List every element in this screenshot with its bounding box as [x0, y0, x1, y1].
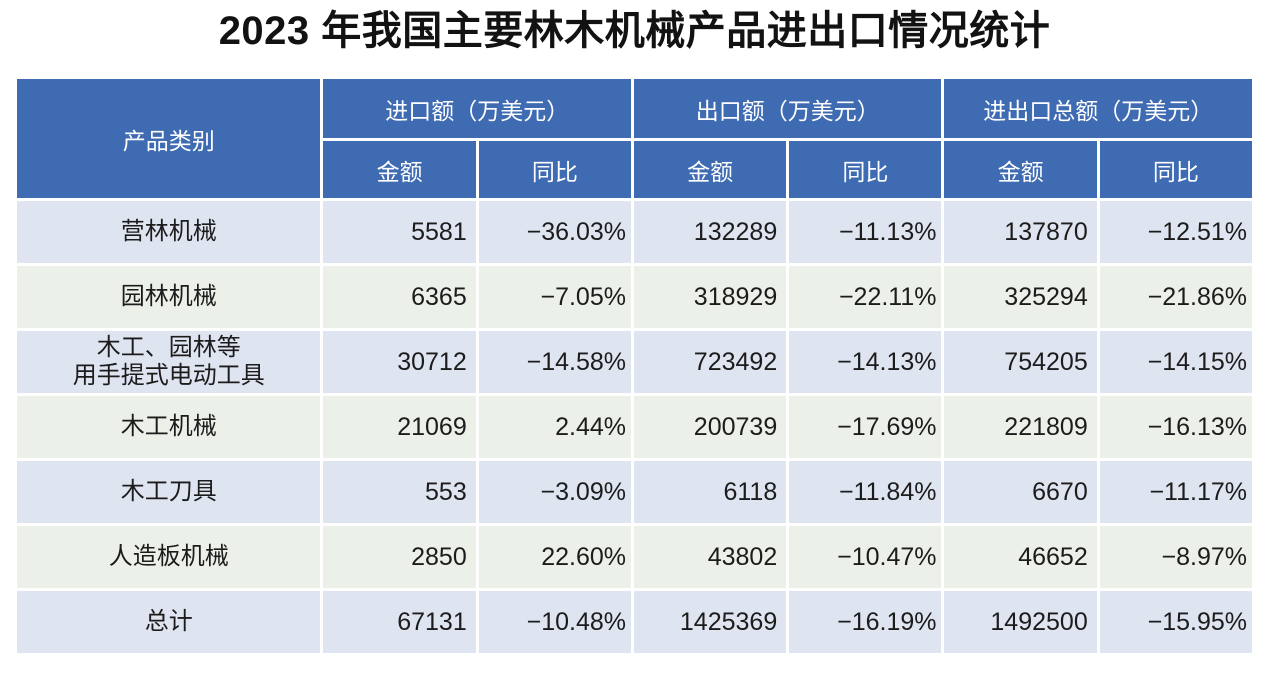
cell-export-yoy: −10.47%: [786, 523, 945, 591]
subheader-total-yoy: 同比: [1096, 138, 1256, 201]
cell-total-yoy: −16.13%: [1096, 393, 1256, 461]
table-row: 木工刀具 553 −3.09% 6118 −11.84% 6670 −11.17…: [13, 458, 1256, 526]
cell-total-yoy: −14.15%: [1096, 328, 1256, 396]
cell-export-amount: 6118: [630, 458, 790, 526]
cell-export-yoy: −14.13%: [786, 328, 945, 396]
subheader-export-yoy: 同比: [786, 138, 945, 201]
cell-import-amount: 30712: [320, 328, 479, 396]
cell-total-amount: 46652: [941, 523, 1100, 591]
cell-total-yoy: −21.86%: [1096, 263, 1256, 331]
cell-import-yoy: −14.58%: [475, 328, 634, 396]
cell-total-yoy: −12.51%: [1096, 198, 1256, 266]
cell-export-amount: 1425369: [630, 588, 790, 656]
table-row: 营林机械 5581 −36.03% 132289 −11.13% 137870 …: [13, 198, 1256, 266]
cell-import-amount: 67131: [320, 588, 479, 656]
cell-import-amount: 5581: [320, 198, 479, 266]
subheader-export-amount: 金额: [630, 138, 790, 201]
cell-product: 园林机械: [13, 263, 324, 331]
cell-export-yoy: −17.69%: [786, 393, 945, 461]
cell-total-amount: 221809: [941, 393, 1100, 461]
cell-product: 木工、园林等 用手提式电动工具: [13, 328, 324, 396]
cell-import-amount: 2850: [320, 523, 479, 591]
cell-import-yoy: 2.44%: [475, 393, 634, 461]
cell-export-amount: 200739: [630, 393, 790, 461]
cell-total-yoy: −11.17%: [1096, 458, 1256, 526]
cell-product: 人造板机械: [13, 523, 324, 591]
cell-product: 总计: [13, 588, 324, 656]
subheader-import-yoy: 同比: [475, 138, 634, 201]
cell-import-amount: 21069: [320, 393, 479, 461]
cell-export-amount: 318929: [630, 263, 790, 331]
cell-product: 木工机械: [13, 393, 324, 461]
cell-export-yoy: −22.11%: [786, 263, 945, 331]
table-row: 人造板机械 2850 22.60% 43802 −10.47% 46652 −8…: [13, 523, 1256, 591]
cell-total-amount: 137870: [941, 198, 1100, 266]
cell-total-yoy: −15.95%: [1096, 588, 1256, 656]
cell-import-amount: 6365: [320, 263, 479, 331]
import-export-table: 产品类别 进口额（万美元） 出口额（万美元） 进出口总额（万美元） 金额 同比 …: [13, 76, 1256, 656]
cell-import-amount: 553: [320, 458, 479, 526]
cell-total-amount: 754205: [941, 328, 1100, 396]
cell-export-yoy: −11.13%: [786, 198, 945, 266]
table-row: 木工机械 21069 2.44% 200739 −17.69% 221809 −…: [13, 393, 1256, 461]
table-row-total: 总计 67131 −10.48% 1425369 −16.19% 1492500…: [13, 588, 1256, 656]
subheader-total-amount: 金额: [941, 138, 1100, 201]
col-group-import: 进口额（万美元）: [320, 76, 634, 141]
cell-import-yoy: −3.09%: [475, 458, 634, 526]
col-group-export: 出口额（万美元）: [630, 76, 945, 141]
page-title: 2023 年我国主要林木机械产品进出口情况统计: [218, 9, 1051, 53]
cell-import-yoy: −7.05%: [475, 263, 634, 331]
cell-total-amount: 6670: [941, 458, 1100, 526]
table-row: 木工、园林等 用手提式电动工具 30712 −14.58% 723492 −14…: [13, 328, 1256, 396]
cell-total-amount: 1492500: [941, 588, 1100, 656]
cell-export-yoy: −11.84%: [786, 458, 945, 526]
cell-export-amount: 43802: [630, 523, 790, 591]
cell-product: 木工刀具: [13, 458, 324, 526]
cell-total-yoy: −8.97%: [1096, 523, 1256, 591]
col-group-total: 进出口总额（万美元）: [941, 76, 1255, 141]
table-row: 园林机械 6365 −7.05% 318929 −22.11% 325294 −…: [13, 263, 1256, 331]
col-header-product: 产品类别: [13, 76, 324, 201]
cell-import-yoy: −10.48%: [475, 588, 634, 656]
cell-export-amount: 723492: [630, 328, 790, 396]
header-row-groups: 产品类别 进口额（万美元） 出口额（万美元） 进出口总额（万美元）: [13, 76, 1255, 201]
header-row-subheaders: 金额 同比 金额 同比 金额 同比: [16, 138, 1256, 201]
cell-export-amount: 132289: [630, 198, 790, 266]
cell-export-yoy: −16.19%: [786, 588, 945, 656]
cell-import-yoy: −36.03%: [475, 198, 634, 266]
subheader-import-amount: 金额: [320, 138, 479, 201]
cell-product: 营林机械: [13, 198, 324, 266]
cell-total-amount: 325294: [941, 263, 1100, 331]
cell-import-yoy: 22.60%: [475, 523, 634, 591]
